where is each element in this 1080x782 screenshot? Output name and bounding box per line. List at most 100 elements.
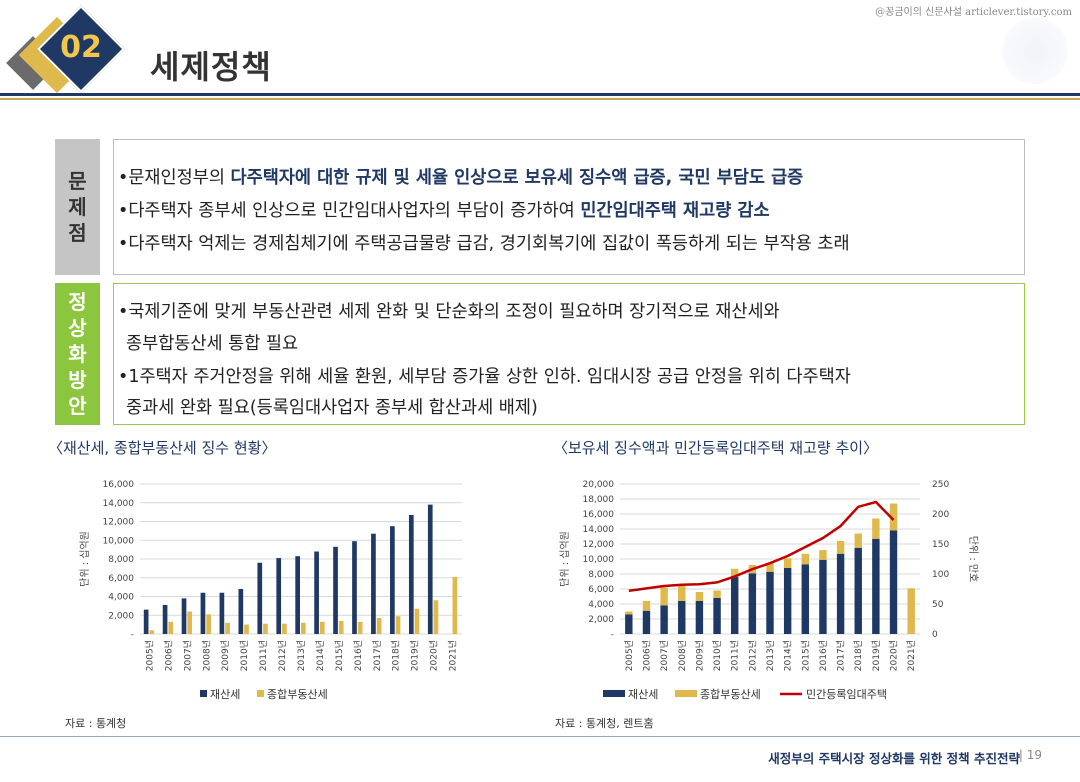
x-tick-label: 2009년 bbox=[220, 640, 231, 671]
x-tick-label: 2007년 bbox=[659, 640, 670, 671]
solution-line: 중과세 완화 필요(등록임대사업자 종부세 합산과세 배제) bbox=[126, 398, 538, 418]
solution-label-char: 상 bbox=[68, 316, 87, 340]
legend-swatch bbox=[603, 690, 625, 697]
bar-property-tax bbox=[889, 530, 898, 634]
problem-box: •문재인정부의 다주택자에 대한 규제 및 세율 인상으로 보유세 징수액 급증… bbox=[113, 139, 1025, 275]
bar-property-tax bbox=[390, 526, 395, 634]
chart2-source: 자료 : 통계청, 렌트홈 bbox=[555, 717, 654, 730]
bar-comprehensive-tax bbox=[678, 585, 686, 601]
bar-comprehensive-tax bbox=[319, 621, 325, 634]
solution-label-char: 안 bbox=[68, 394, 87, 418]
y-tick-label: - bbox=[611, 630, 614, 640]
bar-comprehensive-tax bbox=[642, 601, 651, 611]
bar-comprehensive-tax bbox=[376, 618, 382, 634]
bar-comprehensive-tax bbox=[713, 590, 721, 598]
bar-property-tax bbox=[642, 610, 651, 634]
bar-property-tax bbox=[660, 605, 668, 634]
x-tick-label: 2019년 bbox=[410, 640, 421, 671]
bar-property-tax bbox=[219, 592, 225, 634]
x-tick-label: 2016년 bbox=[818, 640, 829, 671]
y-right-axis-label: 단위 : 만호 bbox=[967, 536, 980, 583]
bar-comprehensive-tax bbox=[357, 621, 363, 634]
y-tick-label: 2,000 bbox=[108, 611, 134, 621]
x-tick-label: 2006년 bbox=[163, 640, 174, 671]
bar-comprehensive-tax bbox=[433, 600, 439, 634]
bar-comprehensive-tax bbox=[731, 568, 739, 577]
bullet-text: •다주택자 종부세 인상으로 민간임대사업자의 부담이 증가하여 bbox=[118, 201, 581, 221]
problem-bullet: •다주택자 종부세 인상으로 민간임대사업자의 부담이 증가하여 민간임대주택 … bbox=[118, 197, 770, 222]
bar-property-tax bbox=[352, 541, 357, 634]
legend-label: 종합부동산세 bbox=[267, 688, 328, 701]
y-tick-label: 16,000 bbox=[103, 480, 135, 490]
x-tick-label: 2019년 bbox=[871, 640, 882, 671]
y-tick-label: 20,000 bbox=[583, 480, 615, 490]
bar-property-tax bbox=[181, 598, 187, 634]
y-right-tick-label: 250 bbox=[932, 480, 949, 490]
y-tick-label: 10,000 bbox=[583, 555, 615, 565]
y-tick-label: 18,000 bbox=[583, 495, 615, 505]
bar-comprehensive-tax bbox=[660, 587, 668, 606]
bar-property-tax bbox=[854, 547, 862, 634]
bar-property-tax bbox=[427, 504, 433, 634]
footer-divider bbox=[0, 736, 1080, 737]
bar-property-tax bbox=[783, 568, 792, 634]
y-tick-label: 10,000 bbox=[103, 536, 135, 546]
bullet-text: •문재인정부의 bbox=[118, 168, 231, 188]
y-tick-label: 12,000 bbox=[103, 518, 135, 528]
bar-comprehensive-tax bbox=[783, 558, 792, 568]
bar-property-tax bbox=[748, 573, 757, 634]
bar-comprehensive-tax bbox=[187, 611, 193, 634]
x-tick-label: 2013년 bbox=[296, 640, 307, 671]
header-divider bbox=[0, 93, 1080, 96]
page-number: | 19 bbox=[1018, 748, 1042, 762]
chart1-title: 〈재산세, 종합부동산세 징수 현황〉 bbox=[48, 439, 277, 457]
bar-property-tax bbox=[801, 564, 809, 634]
bar-property-tax bbox=[238, 589, 244, 634]
bullet-emphasis: 다주택자에 대한 규제 및 세율 인상으로 보유세 징수액 급증, 국민 부담도… bbox=[230, 168, 804, 188]
x-tick-label: 2012년 bbox=[747, 640, 758, 671]
watermark: @꽁금이의 신문사설 articlever.tistory.com bbox=[875, 7, 1072, 18]
x-tick-label: 2015년 bbox=[800, 640, 811, 671]
legend-label: 종합부동산세 bbox=[700, 688, 761, 701]
bar-comprehensive-tax bbox=[625, 611, 633, 615]
chart2-svg: - 2,000 4,000 6,000 8,000 10,000 12,000 14,000 1… bbox=[558, 480, 980, 701]
bar-property-tax bbox=[200, 592, 206, 634]
y-right-tick-label: 0 bbox=[932, 630, 938, 640]
x-tick-label: 2006년 bbox=[641, 640, 652, 671]
problem-label: 문 제 점 bbox=[55, 139, 100, 275]
bar-comprehensive-tax bbox=[263, 623, 268, 634]
bar-property-tax bbox=[713, 598, 721, 634]
x-tick-label: 2021년 bbox=[448, 640, 459, 671]
x-tick-label: 2017년 bbox=[372, 640, 383, 671]
bar-property-tax bbox=[836, 553, 845, 634]
bar-property-tax bbox=[162, 604, 168, 634]
x-tick-label: 2010년 bbox=[712, 640, 723, 671]
bar-property-tax bbox=[276, 558, 282, 634]
x-tick-label: 2014년 bbox=[315, 640, 326, 671]
y-tick-label: 16,000 bbox=[583, 510, 615, 520]
bar-comprehensive-tax bbox=[149, 630, 155, 634]
bar-comprehensive-tax bbox=[872, 518, 880, 539]
bar-comprehensive-tax bbox=[338, 620, 344, 634]
solution-line: •1주택자 주거안정을 위해 세율 환원, 세부담 증가율 상한 인하. 임대시… bbox=[118, 367, 851, 387]
x-tick-label: 2017년 bbox=[836, 640, 847, 671]
bar-property-tax bbox=[295, 556, 300, 634]
x-tick-label: 2020년 bbox=[429, 640, 440, 671]
x-tick-label: 2008년 bbox=[201, 640, 212, 671]
x-tick-label: 2007년 bbox=[182, 640, 193, 671]
solution-label-char: 정 bbox=[68, 290, 87, 314]
legend-swatch bbox=[675, 690, 697, 697]
problem-bullet: •다주택자 억제는 경제침체기에 주택공급물량 급감, 경기회복기에 집값이 폭… bbox=[118, 230, 850, 255]
x-tick-label: 2018년 bbox=[853, 640, 864, 671]
y-tick-label: 4,000 bbox=[108, 593, 134, 603]
x-tick-label: 2016년 bbox=[353, 640, 364, 671]
chart1-svg: - 2,000 4,000 6,000 8,000 10,000 12,000 14,000 1… bbox=[78, 480, 462, 701]
x-tick-label: 2005년 bbox=[624, 640, 635, 671]
bar-property-tax bbox=[678, 601, 686, 634]
y-tick-label: 2,000 bbox=[588, 615, 614, 625]
y-right-tick-label: 50 bbox=[932, 600, 944, 610]
problem-label-char: 제 bbox=[68, 195, 87, 219]
solution-line: •국제기준에 맞게 부동산관련 세제 완화 및 단순화의 조정이 필요하며 장기… bbox=[118, 302, 780, 322]
bar-comprehensive-tax bbox=[695, 592, 704, 601]
bar-comprehensive-tax bbox=[168, 621, 174, 634]
